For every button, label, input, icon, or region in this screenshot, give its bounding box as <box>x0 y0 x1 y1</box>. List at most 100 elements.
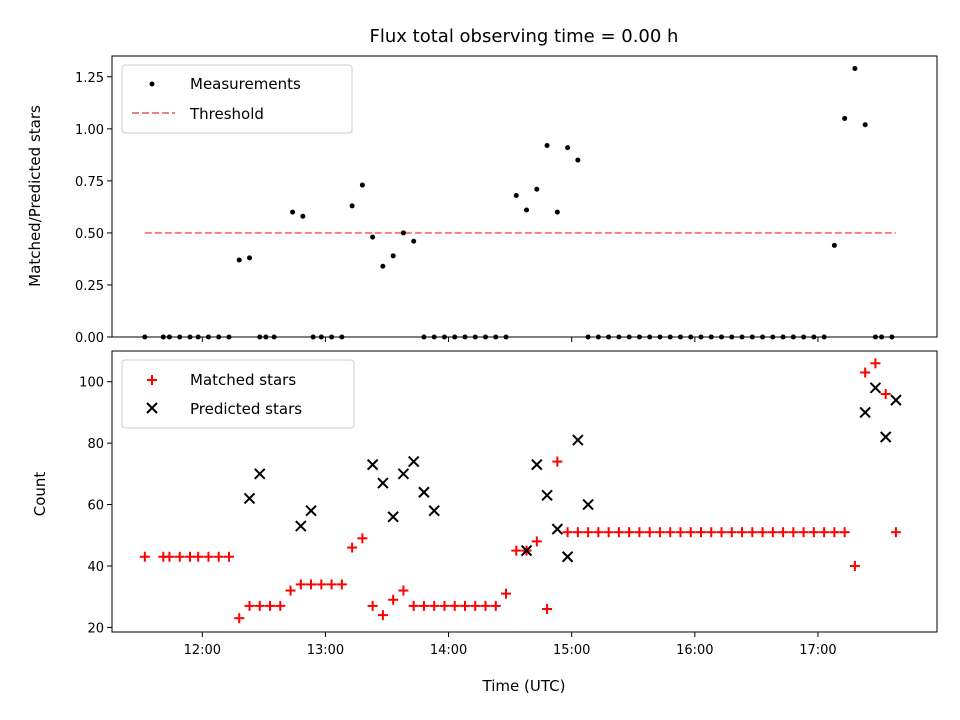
matched-star-point <box>501 588 512 599</box>
bottom-plot-frame <box>111 350 938 633</box>
measurement-point <box>585 334 591 340</box>
x-tick-label: 15:00 <box>553 643 590 658</box>
matched-star-point <box>490 600 501 611</box>
x-tick-label: 14:00 <box>430 643 467 658</box>
matched-star-point <box>808 527 819 538</box>
x-tick-label: 16:00 <box>676 643 713 658</box>
legend-measurements-marker <box>149 81 155 87</box>
top-legend-box <box>121 64 353 134</box>
matched-star-point <box>398 585 409 596</box>
matched-star-point <box>603 527 614 538</box>
legend-matched-label: Matched stars <box>190 371 296 389</box>
measurement-point <box>862 122 868 128</box>
matched-star-point <box>244 600 255 611</box>
predicted-star-point <box>572 434 584 446</box>
measurement-point <box>595 334 601 340</box>
measurement-point <box>889 334 895 340</box>
measurement-point <box>503 334 509 340</box>
top-y-tick-label: 0.00 <box>75 331 104 346</box>
legend-predicted-label: Predicted stars <box>190 400 302 418</box>
matched-star-point <box>316 579 327 590</box>
measurement-point <box>739 334 745 340</box>
legend-measurements-label: Measurements <box>190 75 301 93</box>
predicted-star-point <box>582 498 594 511</box>
measurement-point <box>657 334 663 340</box>
bottom-y-tick-label: 20 <box>87 621 104 636</box>
measurement-point <box>708 334 714 340</box>
predicted-star-point <box>254 468 266 480</box>
matched-star-point <box>788 527 799 538</box>
matched-star-point <box>583 527 594 538</box>
measurement-point <box>160 334 166 340</box>
measurement-point <box>271 334 277 340</box>
measurement-point <box>390 253 396 259</box>
measurement-point <box>380 263 386 269</box>
matched-star-point <box>254 600 265 611</box>
measurement-point <box>626 334 632 340</box>
matched-star-point <box>572 527 583 538</box>
bottom-legend: Matched stars Predicted stars <box>121 359 355 429</box>
measurement-point <box>400 230 406 236</box>
measurement-point <box>483 334 489 340</box>
measurement-point <box>677 334 683 340</box>
matched-star-point <box>593 527 604 538</box>
measurement-point <box>493 334 499 340</box>
predicted-star-point <box>397 468 410 480</box>
measurement-point <box>370 234 376 240</box>
bottom-y-tick-label: 40 <box>87 560 104 575</box>
top-y-tick-label: 1.25 <box>75 71 104 86</box>
measurement-point <box>166 334 172 340</box>
measurement-point <box>698 334 704 340</box>
matched-star-point <box>285 585 296 596</box>
matched-star-point <box>470 600 481 611</box>
measurement-point <box>310 334 316 340</box>
matched-star-point <box>511 545 522 556</box>
predicted-star-point <box>879 431 892 443</box>
matched-star-point <box>716 527 727 538</box>
matched-star-point <box>695 527 706 538</box>
bottom-y-axis: 20 40 60 80 100 <box>79 376 112 636</box>
measurement-point <box>226 334 232 340</box>
matched-star-point <box>542 603 553 614</box>
measurement-point <box>300 213 306 219</box>
x-tick-label: 13:00 <box>307 643 344 658</box>
x-tick-label: 12:00 <box>184 643 221 658</box>
predicted-star-point <box>407 455 420 468</box>
measurement-point <box>216 334 222 340</box>
measurement-point <box>339 334 345 340</box>
measurement-point <box>554 209 560 215</box>
measurement-point <box>544 143 550 149</box>
matched-star-point <box>326 579 337 590</box>
matched-star-point <box>706 527 717 538</box>
matched-star-point <box>480 600 491 611</box>
measurement-point <box>318 334 324 340</box>
measurement-point <box>142 334 148 340</box>
measurement-point <box>719 334 725 340</box>
predicted-star-point <box>418 486 430 498</box>
matched-star-point <box>726 527 737 538</box>
legend-matched-marker <box>147 375 157 385</box>
measurement-point <box>205 334 211 340</box>
matched-star-point <box>295 579 306 590</box>
measurement-point <box>606 334 612 340</box>
measurement-point <box>842 115 848 121</box>
bottom-y-axis-title: Count <box>31 472 49 517</box>
predicted-star-point <box>531 458 543 471</box>
matched-star-point <box>408 600 419 611</box>
matched-star-point <box>213 551 224 562</box>
predicted-star-point <box>428 504 440 517</box>
matched-star-point <box>675 527 686 538</box>
matched-star-point <box>880 388 891 399</box>
measurement-point <box>879 334 885 340</box>
measurement-point <box>349 203 355 209</box>
measurement-point <box>790 334 796 340</box>
measurement-point <box>852 65 858 71</box>
matched-star-point <box>265 600 276 611</box>
matched-star-point <box>767 527 778 538</box>
predicted-star-point <box>366 458 379 471</box>
predicted-star-point <box>859 406 871 419</box>
measurement-point <box>647 334 653 340</box>
matched-star-point <box>306 579 317 590</box>
matched-star-point <box>634 527 645 538</box>
matched-star-point <box>737 527 748 538</box>
